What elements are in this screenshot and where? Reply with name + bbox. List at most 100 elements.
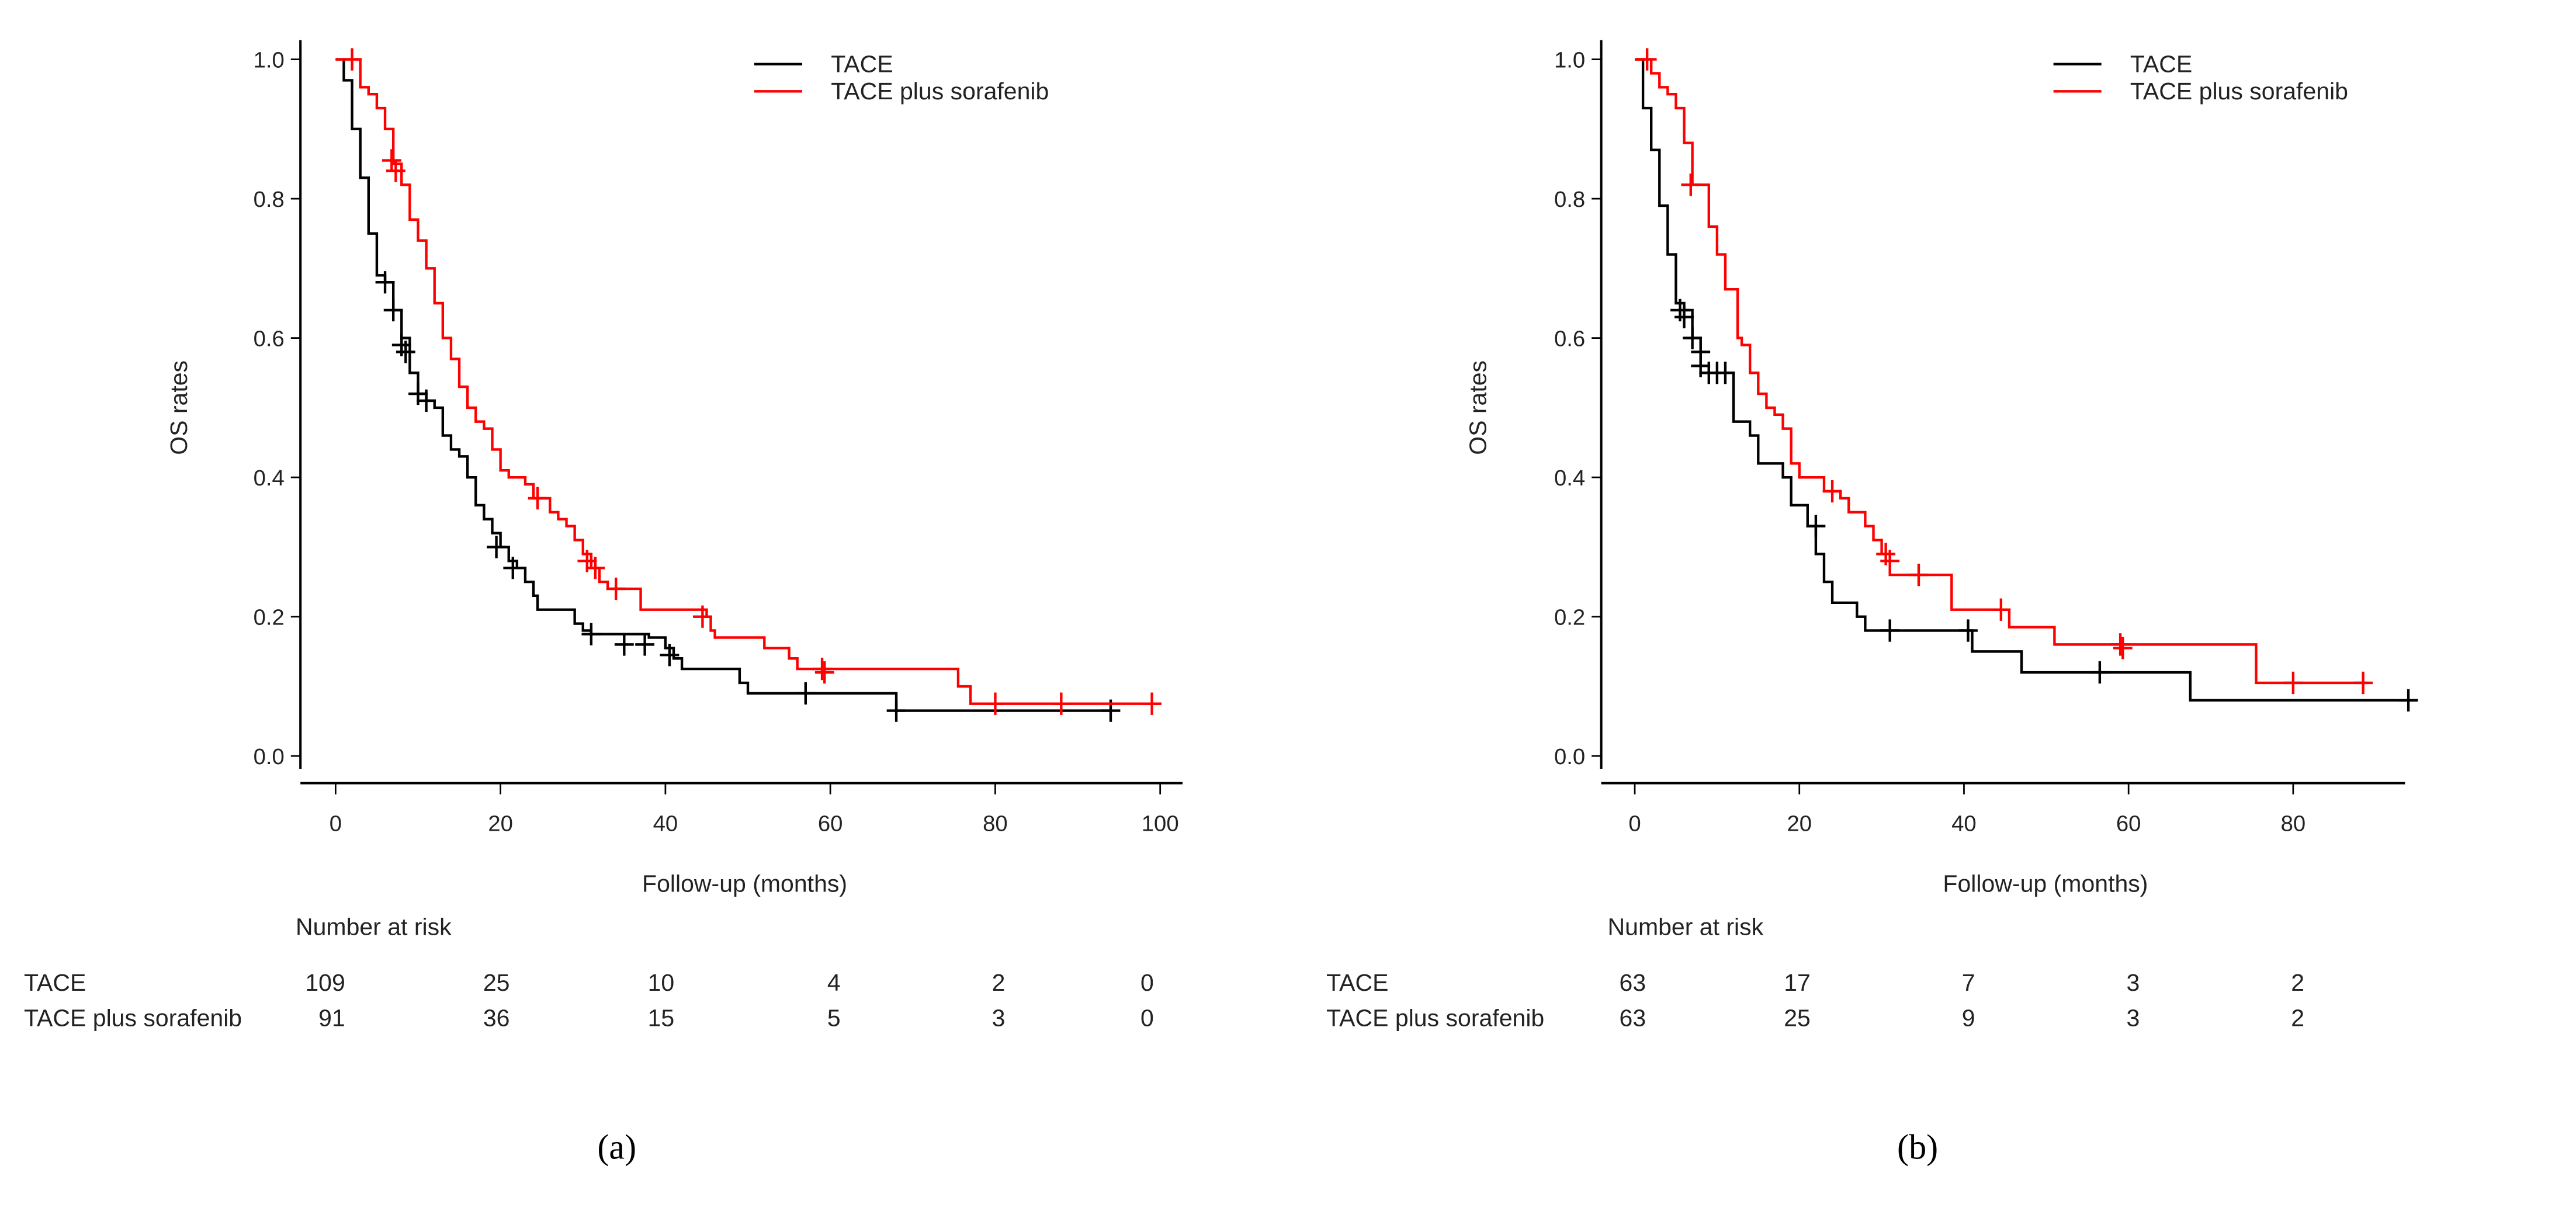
censor-mark <box>1880 550 1900 572</box>
x-tick-label: 80 <box>2281 811 2306 837</box>
legend-label: TACE <box>2130 51 2192 78</box>
y-tick-label: 0.0 <box>254 744 285 769</box>
censor-mark <box>692 605 712 628</box>
risk-count: 63 <box>1620 969 1646 996</box>
panel-b: 0.0 0.2 0.4 0.6 0.8 1.0 0 20 40 60 80 OS rates Follo… <box>1326 40 2418 1167</box>
censor-mark <box>1674 306 1694 328</box>
risk-table-title: Number at risk <box>1608 913 1764 940</box>
y-tick-label: 0.0 <box>1554 744 1585 769</box>
censor-mark <box>1991 598 2011 621</box>
censor-mark <box>1806 515 1826 537</box>
risk-row-label: TACE <box>1326 969 1388 996</box>
x-tick-label: 40 <box>653 811 678 837</box>
censor-mark <box>1822 480 1842 503</box>
censor-mark <box>1051 692 1071 715</box>
censor-mark <box>1683 327 1703 349</box>
censor-mark <box>1681 173 1701 196</box>
risk-count: 2 <box>992 969 1006 996</box>
censor-mark <box>2398 689 2418 712</box>
censor-mark <box>2113 637 2133 660</box>
risk-count: 5 <box>827 1004 841 1031</box>
y-tick-label: 0.4 <box>1554 466 1585 491</box>
censor-mark <box>503 557 523 579</box>
censor-mark <box>812 657 832 681</box>
y-tick-label: 0.8 <box>254 187 285 212</box>
risk-count: 0 <box>1140 969 1154 996</box>
censor-mark <box>660 644 679 667</box>
x-tick-label: 20 <box>1787 811 1812 837</box>
y-tick-label: 1.0 <box>254 47 285 72</box>
legend-label: TACE plus sorafenib <box>831 78 1049 105</box>
risk-count: 3 <box>2127 969 2140 996</box>
y-tick-label: 0.2 <box>1554 605 1585 630</box>
censor-mark <box>487 536 506 558</box>
km-curve-tace <box>335 58 1111 712</box>
risk-count: 25 <box>1784 1004 1811 1031</box>
risk-count: 10 <box>648 969 675 996</box>
censor-mark <box>814 661 834 684</box>
x-tick-label: 100 <box>1142 811 1179 837</box>
censor-mark <box>581 623 601 646</box>
censor-mark <box>383 299 403 322</box>
censor-mark <box>342 48 362 71</box>
x-tick-label: 20 <box>488 811 513 837</box>
censor-mark <box>585 557 605 579</box>
y-tick-label: 0.8 <box>1554 187 1585 212</box>
censor-mark <box>396 341 415 363</box>
x-tick-label: 0 <box>330 811 342 837</box>
censor-mark <box>635 633 655 656</box>
risk-row-label: TACE plus sorafenib <box>1326 1004 1544 1031</box>
censor-mark <box>2283 671 2303 695</box>
risk-count: 3 <box>992 1004 1006 1031</box>
y-axis-label: OS rates <box>1465 360 1492 455</box>
risk-count: 17 <box>1784 969 1811 996</box>
censor-mark <box>528 487 547 510</box>
risk-count: 91 <box>318 1004 345 1031</box>
km-curve-tace-plus-sorafenib <box>1635 58 2367 685</box>
x-tick-label: 80 <box>983 811 1008 837</box>
risk-count: 63 <box>1620 1004 1646 1031</box>
risk-count: 15 <box>648 1004 675 1031</box>
censor-mark <box>1715 362 1735 384</box>
censor-mark <box>1909 563 1929 587</box>
y-tick-label: 0.2 <box>254 605 285 630</box>
censor-mark <box>1958 619 1978 642</box>
x-axis-label: Follow-up (months) <box>642 870 847 897</box>
risk-count: 7 <box>1962 969 1975 996</box>
panel-caption: (b) <box>1897 1127 1938 1167</box>
risk-table-title: Number at risk <box>296 913 452 940</box>
km-curve-tace-plus-sorafenib <box>335 58 1160 705</box>
x-tick-label: 40 <box>1951 811 1977 837</box>
censor-mark <box>986 692 1005 715</box>
censor-mark <box>375 271 395 294</box>
risk-count: 0 <box>1140 1004 1154 1031</box>
risk-count: 2 <box>2291 969 2304 996</box>
risk-count: 4 <box>827 969 841 996</box>
censor-mark <box>796 682 816 705</box>
risk-count: 9 <box>1962 1004 1975 1031</box>
censor-mark <box>614 633 634 656</box>
x-tick-label: 60 <box>818 811 843 837</box>
censor-mark <box>382 149 401 172</box>
risk-count: 3 <box>2127 1004 2140 1031</box>
censor-mark <box>2090 661 2110 684</box>
risk-count: 109 <box>305 969 345 996</box>
x-tick-label: 60 <box>2116 811 2141 837</box>
censor-mark <box>886 699 906 722</box>
censor-mark <box>1637 48 1657 71</box>
risk-row-label: TACE <box>24 969 86 996</box>
x-axis-label: Follow-up (months) <box>1943 870 2148 897</box>
y-tick-label: 1.0 <box>1554 47 1585 72</box>
legend-label: TACE <box>831 51 893 78</box>
risk-count: 25 <box>483 969 510 996</box>
km-curve-tace <box>1635 58 2417 702</box>
censor-mark <box>2353 671 2373 695</box>
legend-label: TACE plus sorafenib <box>2130 78 2348 105</box>
y-axis-label: OS rates <box>165 360 192 455</box>
risk-row-label: TACE plus sorafenib <box>24 1004 242 1031</box>
x-tick-label: 0 <box>1628 811 1641 837</box>
censor-mark <box>1880 619 1900 642</box>
risk-count: 36 <box>483 1004 510 1031</box>
